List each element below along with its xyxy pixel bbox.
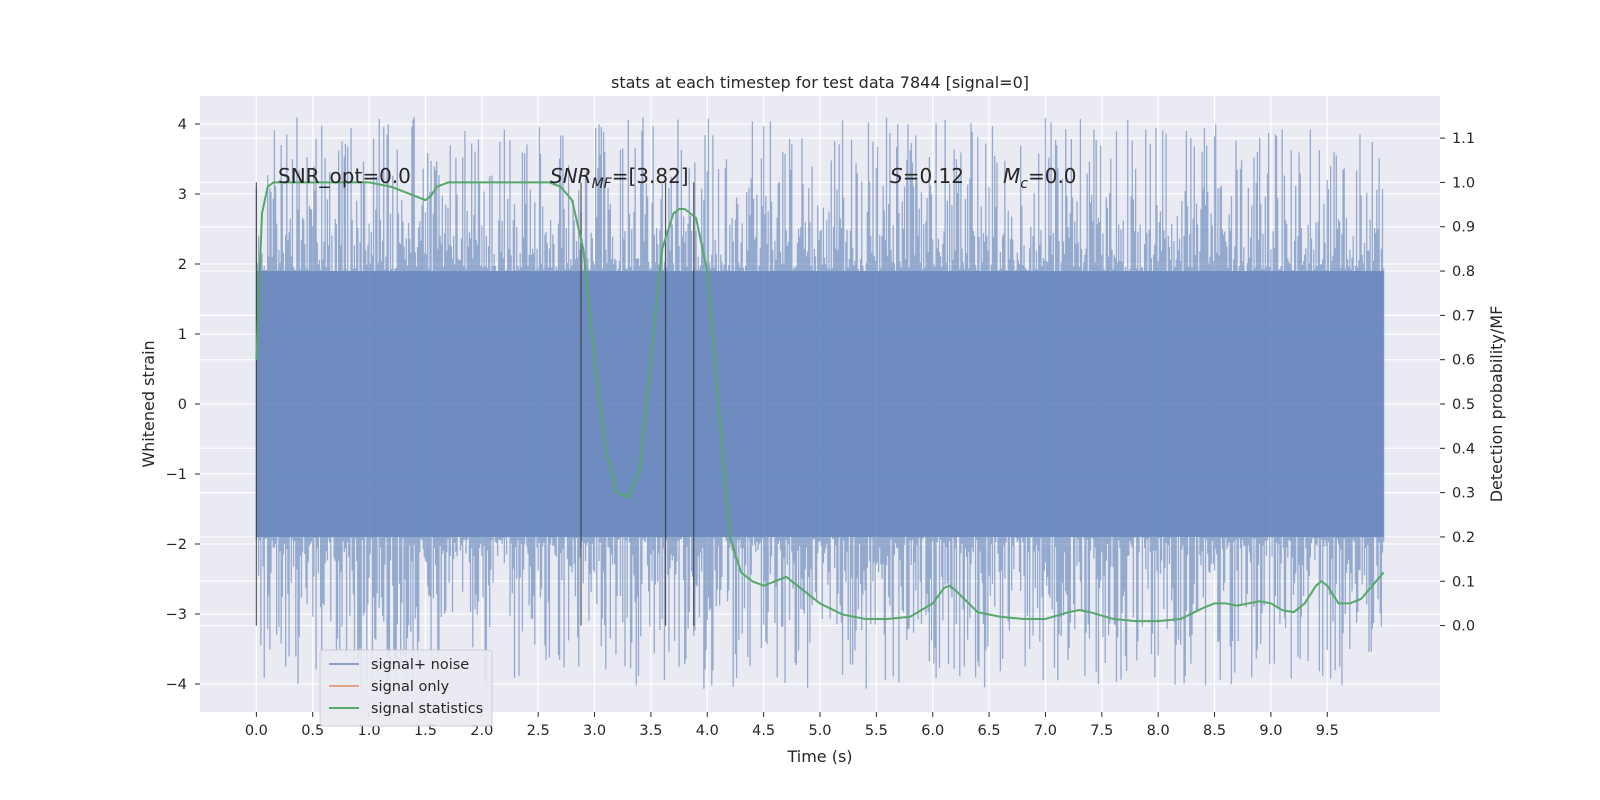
- y2-tick-label: 0.6: [1452, 353, 1475, 369]
- signal-statistics-series: [255, 181, 1385, 623]
- y-tick-label: 2: [178, 257, 187, 273]
- y2-tick-label: 0.9: [1452, 220, 1475, 236]
- x-tick-label: 1.0: [358, 723, 381, 739]
- x-tick-label: 6.0: [921, 723, 944, 739]
- x-tick-label: 0.0: [245, 723, 268, 739]
- x-tick-label: 4.5: [752, 723, 775, 739]
- annotation-s-value: =0.12: [903, 164, 964, 188]
- x-tick-label: 6.5: [978, 723, 1001, 739]
- y2-tick-label: 1.1: [1452, 131, 1475, 147]
- x-tick-label: 1.5: [414, 723, 437, 739]
- y2-axis-label: Detection probability/MF: [1487, 306, 1506, 503]
- y2-tick-label: 1.0: [1452, 175, 1475, 191]
- annotation-mc-sub: c: [1020, 176, 1028, 192]
- annotation-snr-mf-sub: MF: [592, 176, 613, 192]
- y-tick-label: −3: [166, 607, 187, 623]
- x-tick-label: 5.0: [808, 723, 831, 739]
- x-tick-label: 2.5: [527, 723, 550, 739]
- x-tick-label: 8.0: [1147, 723, 1170, 739]
- y-tick-label: −1: [166, 467, 187, 483]
- y2-tick-label: 0.1: [1452, 574, 1475, 590]
- y-tick-label: −4: [166, 677, 187, 693]
- chart-title: stats at each timestep for test data 784…: [611, 73, 1029, 92]
- y2-tick-label: 0.7: [1452, 308, 1475, 324]
- legend-label-signal-noise: signal+ noise: [371, 657, 469, 673]
- x-axis-label: Time (s): [786, 747, 852, 766]
- axes-layer: 0.0 0.5 1.0 1.5 2.0 2.5 3.0 3.5 4.0 4.5 5.0 5.5 6.0 6…: [166, 117, 1475, 739]
- x-tick-label: 0.5: [301, 723, 324, 739]
- y2-tick-label: 0.5: [1452, 397, 1475, 413]
- annotation-snr-mf-base: SNR: [550, 164, 592, 188]
- annotation-s: S=0.12: [890, 164, 964, 188]
- y2-tick-label: 0.0: [1452, 619, 1475, 635]
- y-axis-label: Whitened strain: [139, 340, 158, 467]
- signal-noise-series: [255, 117, 1385, 691]
- y2-tick-label: 0.3: [1452, 486, 1475, 502]
- y2-tick-label: 0.4: [1452, 441, 1475, 457]
- x-tick-label: 7.5: [1090, 723, 1113, 739]
- annotation-snr-opt: SNR_opt=0.0: [278, 164, 411, 188]
- x-tick-label: 4.0: [696, 723, 719, 739]
- legend-box: [319, 649, 493, 727]
- annotation-snr-mf: SNRMF=[3.82]: [550, 164, 689, 192]
- annotation-mc-base: M: [1003, 164, 1020, 188]
- x-tick-label: 8.5: [1203, 723, 1226, 739]
- annotations: SNR_opt=0.0 SNRMF=[3.82] S=0.12 Mc=0.0: [278, 164, 1077, 192]
- legend: signal+ noise signal only signal statist…: [319, 649, 493, 727]
- annotation-s-base: S: [890, 164, 903, 188]
- vertical-markers: [255, 182, 695, 626]
- x-tick-label: 2.0: [470, 723, 493, 739]
- legend-label-signal-only: signal only: [371, 679, 450, 695]
- x-tick-label: 9.5: [1316, 723, 1339, 739]
- x-tick-label: 3.5: [639, 723, 662, 739]
- x-tick-label: 7.0: [1034, 723, 1057, 739]
- y-tick-label: −2: [166, 537, 187, 553]
- y-tick-label: 0: [178, 397, 187, 413]
- legend-label-signal-statistics: signal statistics: [371, 701, 483, 717]
- y-tick-label: 1: [178, 327, 187, 343]
- statistics-line: [255, 181, 1385, 623]
- x-tick-label: 9.0: [1259, 723, 1282, 739]
- annotation-snr-mf-value: =[3.82]: [612, 164, 689, 188]
- y-tick-label: 4: [178, 117, 187, 133]
- y2-tick-label: 0.8: [1452, 264, 1475, 280]
- x-tick-label: 3.0: [583, 723, 606, 739]
- annotation-mc-value: =0.0: [1028, 164, 1077, 188]
- annotation-mc: Mc=0.0: [1003, 164, 1077, 192]
- y2-tick-label: 0.2: [1452, 530, 1475, 546]
- x-tick-label: 5.5: [865, 723, 888, 739]
- y-tick-label: 3: [178, 187, 187, 203]
